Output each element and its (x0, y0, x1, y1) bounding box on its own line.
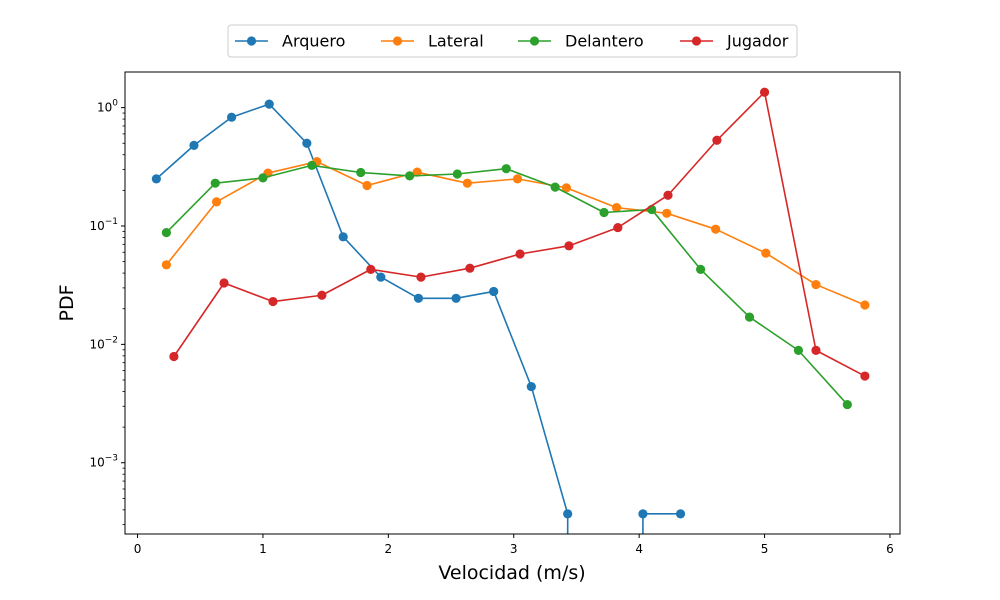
data-point-jugador (564, 241, 574, 251)
y-tick-label: 100 (97, 99, 118, 115)
data-point-lateral (512, 174, 523, 184)
data-point-jugador (268, 296, 278, 307)
x-tick-label: 3 (510, 542, 518, 556)
data-point-lateral (211, 197, 222, 207)
data-point-arquero (376, 272, 386, 282)
series-line-arquero (155, 103, 681, 534)
legend-item-lateral: Lateral (381, 32, 484, 51)
series-lateral (161, 156, 870, 310)
data-point-arquero (226, 112, 237, 122)
x-tick-label: 6 (886, 542, 894, 556)
x-axis: 0 1 2 3 4 5 6 (134, 534, 894, 556)
data-point-arquero (338, 232, 348, 242)
data-point-lateral (412, 167, 422, 177)
data-point-lateral (362, 180, 372, 191)
data-point-lateral (561, 183, 572, 193)
legend-item-arquero: Arquero (235, 32, 345, 51)
data-point-lateral (161, 260, 171, 270)
legend-label-lateral: Lateral (428, 32, 484, 51)
x-tick-label: 4 (635, 542, 643, 556)
legend-label-delantero: Delantero (565, 32, 644, 51)
data-point-lateral (711, 224, 721, 234)
data-point-arquero (675, 509, 686, 519)
data-point-jugador (663, 190, 673, 200)
series-arquero (151, 99, 686, 534)
legend-label-jugador: Jugador (726, 32, 789, 51)
legend-item-delantero: Delantero (518, 32, 644, 51)
y-tick-label: 10−3 (89, 454, 118, 470)
legend-marker-arquero (246, 36, 257, 46)
series-line-jugador (173, 91, 866, 377)
legend-item-jugador: Jugador (680, 32, 789, 51)
data-point-delantero (210, 178, 220, 188)
data-point-delantero (744, 312, 755, 322)
data-point-jugador (169, 351, 179, 362)
data-point-delantero (452, 169, 462, 179)
data-point-lateral (761, 248, 771, 258)
x-axis-label: Velocidad (m/s) (438, 562, 585, 584)
data-point-arquero (302, 138, 312, 148)
y-tick-label: 10−2 (89, 335, 118, 351)
series-layer (151, 87, 870, 534)
data-point-lateral (662, 208, 672, 218)
legend-marker-lateral (392, 36, 403, 46)
y-tick-label: 10−1 (89, 217, 118, 233)
data-point-delantero (793, 345, 804, 355)
data-point-lateral (811, 279, 821, 290)
data-point-delantero (842, 399, 852, 410)
data-point-arquero (151, 174, 161, 184)
data-point-jugador (811, 345, 821, 355)
data-point-arquero (189, 140, 199, 150)
data-point-jugador (317, 290, 327, 300)
data-point-delantero (405, 171, 415, 181)
data-point-delantero (161, 227, 171, 238)
data-point-delantero (258, 173, 268, 183)
series-jugador (169, 87, 870, 381)
x-tick-label: 0 (134, 542, 142, 556)
data-point-arquero (264, 99, 274, 109)
data-point-arquero (413, 293, 424, 303)
data-point-jugador (465, 263, 475, 273)
data-point-delantero (356, 167, 366, 178)
data-point-arquero (526, 381, 536, 392)
data-point-delantero (599, 207, 609, 218)
y-axis-label: PDF (56, 284, 78, 321)
legend-frame (227, 24, 798, 58)
data-point-jugador (416, 272, 426, 282)
y-axis: 10−3 10−2 10−1 100 (89, 99, 125, 526)
data-point-arquero (489, 286, 499, 297)
data-point-lateral (860, 300, 870, 310)
data-point-jugador (759, 87, 770, 97)
data-point-delantero (696, 264, 706, 274)
data-point-arquero (563, 509, 573, 519)
data-point-jugador (219, 278, 229, 288)
data-point-arquero (451, 293, 461, 303)
data-point-lateral (611, 203, 622, 213)
data-point-delantero (550, 182, 560, 192)
data-point-jugador (515, 249, 525, 259)
data-point-jugador (613, 222, 623, 233)
legend: Arquero Lateral Delantero Jugador (227, 24, 798, 58)
data-point-jugador (860, 371, 870, 381)
legend-marker-jugador (691, 36, 702, 46)
data-point-delantero (307, 160, 317, 171)
data-point-arquero (638, 509, 648, 519)
data-point-jugador (712, 135, 722, 145)
x-tick-label: 2 (385, 542, 393, 556)
data-point-jugador (366, 264, 376, 274)
legend-marker-delantero (529, 36, 540, 46)
data-point-delantero (501, 164, 511, 174)
data-point-lateral (462, 178, 472, 188)
legend-label-arquero: Arquero (282, 32, 345, 51)
series-line-lateral (165, 160, 866, 306)
x-tick-label: 5 (761, 542, 769, 556)
plot-frame (124, 71, 901, 535)
series-line-delantero (165, 164, 848, 406)
series-delantero (161, 160, 852, 410)
x-tick-label: 1 (259, 542, 267, 556)
